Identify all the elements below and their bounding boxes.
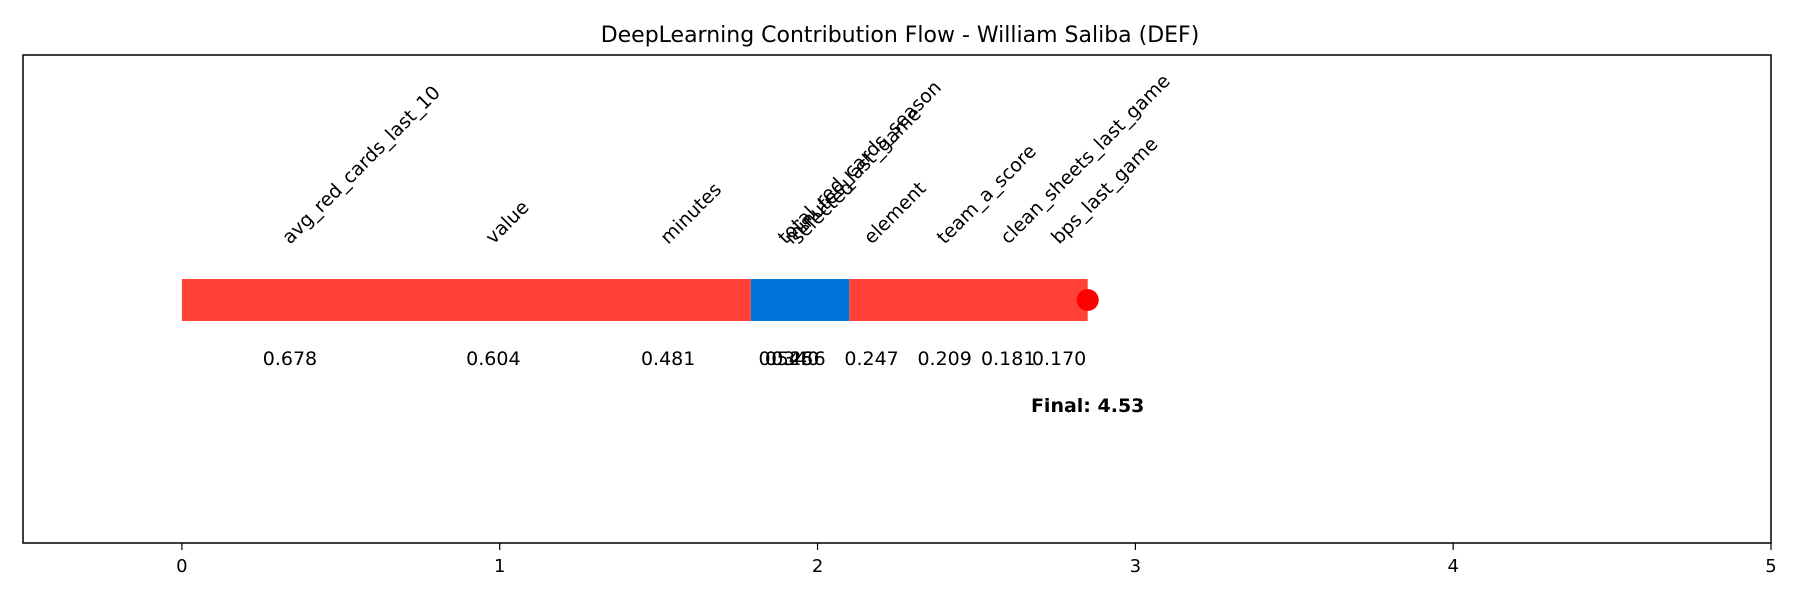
final-value-label: Final: 4.53 [1031, 395, 1144, 417]
x-tick-label: 1 [494, 556, 505, 577]
x-axis: 0 1 2 3 4 5 [176, 543, 1777, 577]
contribution-bar-negative [750, 279, 850, 321]
value-label: 0.247 [844, 348, 898, 370]
value-label: 0.546 [759, 348, 813, 370]
contribution-bar-positive [849, 279, 1088, 321]
value-label: 0.209 [917, 348, 971, 370]
feature-label: minutes [656, 179, 726, 249]
x-tick-label: 4 [1447, 556, 1458, 577]
value-label: 0.181 [981, 348, 1035, 370]
feature-labels-layer: avg_red_cards_last_10 value minutes total_r… [278, 70, 1175, 249]
x-tick-label: 0 [176, 556, 187, 577]
x-tick-label: 5 [1765, 556, 1776, 577]
bars-layer [181, 279, 1099, 321]
plot-area [22, 54, 1772, 544]
value-label: 0.678 [263, 348, 317, 370]
value-label: 0.256 [771, 348, 825, 370]
feature-label: avg_red_cards_last_10 [278, 82, 445, 249]
value-label: 0.604 [466, 348, 520, 370]
x-tick-label: 3 [1130, 556, 1141, 577]
x-tick-label: 2 [812, 556, 823, 577]
value-label: 0.481 [641, 348, 695, 370]
chart-title: DeepLearning Contribution Flow - William… [601, 23, 1200, 48]
feature-label: element [860, 178, 931, 249]
contribution-bar-positive [181, 279, 751, 321]
final-marker [1076, 289, 1099, 311]
feature-label: value [481, 196, 533, 248]
value-label: 0.170 [1032, 348, 1086, 370]
value-label: 0.340 [765, 348, 819, 370]
